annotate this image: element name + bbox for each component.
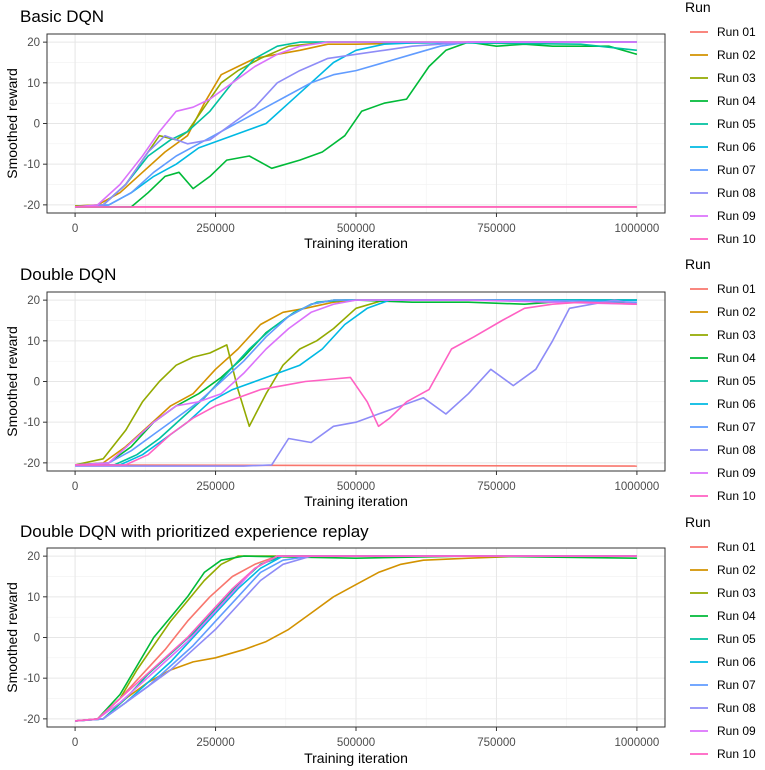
panel-title: Double DQN with prioritized experience r… — [20, 522, 369, 541]
y-axis-label: Smoothed reward — [4, 68, 20, 179]
x-axis-label: Training iteration — [304, 235, 408, 251]
legend-title: Run — [685, 0, 711, 15]
series-line-run-10 — [75, 301, 637, 466]
y-axis-label: Smoothed reward — [4, 582, 20, 693]
y-tick-label: 0 — [34, 377, 40, 389]
legend-label: Run 06 — [717, 655, 756, 669]
y-tick-label: -20 — [23, 714, 40, 726]
legend-label: Run 05 — [717, 632, 756, 646]
series-line-run-09 — [75, 299, 637, 466]
y-tick-label: -20 — [23, 458, 40, 470]
series-group — [75, 41, 638, 208]
series-line-run-06 — [75, 41, 637, 208]
x-tick-label: 1000000 — [615, 223, 660, 235]
y-tick-label: 0 — [34, 633, 40, 645]
x-tick-label: 0 — [72, 737, 78, 749]
legend-label: Run 03 — [717, 586, 756, 600]
series-line-run-07 — [75, 41, 637, 208]
panel-border — [46, 33, 666, 214]
x-tick-label: 250000 — [196, 481, 234, 493]
legend-label: Run 10 — [717, 747, 756, 761]
legend-label: Run 02 — [717, 48, 756, 62]
y-tick-label: -10 — [23, 159, 40, 171]
series-line-run-02 — [75, 41, 637, 207]
legend-label: Run 01 — [717, 25, 756, 39]
series-line-run-08 — [75, 299, 638, 467]
x-tick-label: 0 — [72, 481, 78, 493]
legend-label: Run 02 — [717, 563, 756, 577]
y-tick-label: 20 — [27, 551, 40, 563]
y-tick-label: 20 — [27, 37, 40, 49]
y-tick-label: 10 — [27, 592, 40, 604]
legend-title: Run — [685, 256, 711, 272]
x-tick-label: 0 — [72, 223, 78, 235]
panel-border — [46, 291, 666, 472]
legend-label: Run 05 — [717, 374, 756, 388]
x-tick-label: 250000 — [196, 223, 234, 235]
x-tick-label: 750000 — [477, 737, 515, 749]
x-tick-label: 250000 — [196, 737, 234, 749]
legend-label: Run 08 — [717, 701, 756, 715]
panel-2: 0 250000 500000 750000 1000000 -20 -10 0 10 20 Dou… — [4, 256, 756, 509]
legend-label: Run 09 — [717, 724, 756, 738]
legend-label: Run 08 — [717, 186, 756, 200]
legend-label: Run 04 — [717, 351, 756, 365]
legend-label: Run 05 — [717, 117, 756, 131]
y-tick-label: 10 — [27, 336, 40, 348]
series-line-run-08 — [75, 41, 637, 208]
x-tick-label: 750000 — [477, 481, 515, 493]
series-line-run-10 — [75, 555, 637, 722]
x-tick-label: 750000 — [477, 223, 515, 235]
panel-title: Double DQN — [20, 265, 116, 284]
legend-label: Run 07 — [717, 678, 756, 692]
legend-label: Run 09 — [717, 466, 756, 480]
legend: Run Run 01 Run 02 Run 03 Run 04 Run 05 Run 06 R… — [685, 514, 756, 761]
panel-3: 0 250000 500000 750000 1000000 -20 -10 0 10 20 Dou… — [4, 514, 756, 766]
series-line-run-01 — [75, 464, 637, 467]
legend-label: Run 06 — [717, 140, 756, 154]
legend-label: Run 07 — [717, 420, 756, 434]
legend-title: Run — [685, 514, 711, 530]
legend-label: Run 06 — [717, 397, 756, 411]
x-tick-label: 500000 — [337, 223, 375, 235]
x-axis-label: Training iteration — [304, 493, 408, 509]
y-tick-label: 0 — [34, 119, 40, 131]
legend-label: Run 01 — [717, 540, 756, 554]
x-axis-label: Training iteration — [304, 750, 408, 766]
legend-label: Run 10 — [717, 489, 756, 503]
y-tick-label: 10 — [27, 78, 40, 90]
x-tick-label: 1000000 — [615, 481, 660, 493]
series-line-run-09 — [75, 41, 637, 208]
y-tick-label: -20 — [23, 200, 40, 212]
legend-label: Run 03 — [717, 71, 756, 85]
x-tick-label: 1000000 — [615, 737, 660, 749]
legend-label: Run 08 — [717, 443, 756, 457]
legend-label: Run 03 — [717, 328, 756, 342]
panel-1: 0 250000 500000 750000 1000000 -20 -10 0 10 20 Bas… — [4, 0, 756, 251]
y-axis-label: Smoothed reward — [4, 326, 20, 437]
legend-label: Run 04 — [717, 94, 756, 108]
panel-title: Basic DQN — [20, 7, 104, 26]
y-tick-label: 20 — [27, 295, 40, 307]
legend-label: Run 04 — [717, 609, 756, 623]
x-tick-label: 500000 — [337, 481, 375, 493]
panel-border — [46, 547, 666, 728]
legend-label: Run 01 — [717, 282, 756, 296]
series-line-run-04 — [75, 555, 637, 722]
legend-label: Run 09 — [717, 209, 756, 223]
legend-label: Run 10 — [717, 232, 756, 246]
series-line-run-03 — [74, 299, 637, 466]
x-tick-label: 500000 — [337, 737, 375, 749]
series-group — [74, 299, 638, 467]
series-line-run-06 — [75, 299, 637, 466]
series-group — [75, 555, 637, 722]
legend: Run Run 01 Run 02 Run 03 Run 04 Run 05 Run 06 R… — [685, 256, 756, 503]
y-tick-label: -10 — [23, 673, 40, 685]
legend: Run Run 01 Run 02 Run 03 Run 04 Run 05 Run 06 R… — [685, 0, 756, 246]
legend-label: Run 02 — [717, 305, 756, 319]
y-tick-label: -10 — [23, 417, 40, 429]
legend-label: Run 07 — [717, 163, 756, 177]
